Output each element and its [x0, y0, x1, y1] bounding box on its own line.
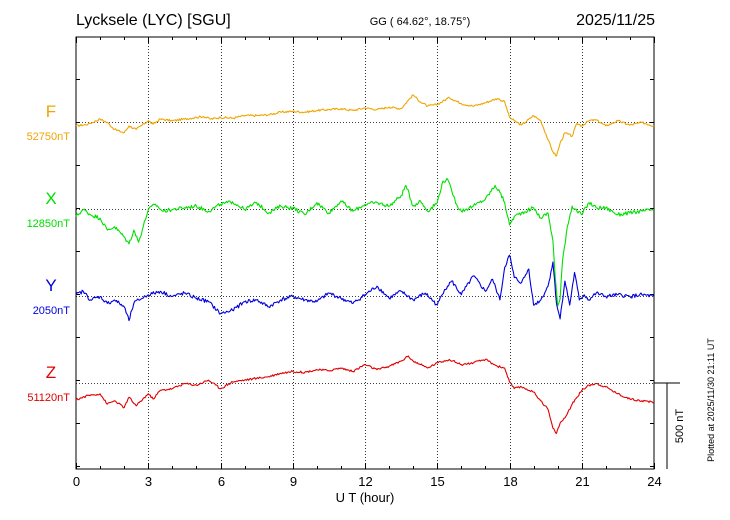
x-tick-label-18: 18: [503, 474, 517, 489]
date-label: 2025/11/25: [576, 12, 655, 29]
series-name-X: X: [45, 189, 56, 208]
series-labels: F 52750nT X 12850nT Y 2050nT Z 51120nT: [27, 102, 71, 404]
x-tick-label-21: 21: [575, 474, 589, 489]
series-name-F: F: [46, 102, 56, 121]
baselines: [76, 122, 654, 384]
series-baseline-F: 52750nT: [27, 131, 71, 143]
series-baseline-X: 12850nT: [27, 218, 71, 230]
x-tick-label-15: 15: [430, 474, 444, 489]
scale-bar-label: 500 nT: [674, 409, 686, 444]
series-baseline-Z: 51120nT: [27, 392, 70, 404]
scale-bar: 500 nT: [654, 382, 686, 469]
plot-frame: [75, 36, 655, 470]
x-tick-labels: 0 3 6 9 12 15 18 21 24: [73, 474, 662, 489]
series-name-Y: Y: [45, 276, 56, 295]
series-name-Z: Z: [46, 363, 56, 382]
x-tick-label-3: 3: [145, 474, 152, 489]
axis-ticks: [76, 37, 655, 469]
station-title: Lycksele (LYC) [SGU]: [76, 12, 231, 29]
series-line-F: [75, 94, 655, 157]
x-tick-label-9: 9: [290, 474, 297, 489]
x-tick-label-24: 24: [647, 474, 661, 489]
x-tick-label-6: 6: [218, 474, 225, 489]
series-lines: [75, 94, 655, 434]
x-tick-label-12: 12: [358, 474, 372, 489]
series-line-X: [75, 177, 655, 307]
plotted-timestamp: Plotted at 2025/11/30 21:11 UT: [706, 338, 716, 462]
series-baseline-Y: 2050nT: [33, 305, 71, 317]
geographic-coordinates: GG ( 64.62°, 18.75°): [370, 16, 471, 28]
series-line-Y: [75, 254, 655, 322]
series-line-Z: [75, 355, 655, 434]
x-tick-label-0: 0: [73, 474, 80, 489]
x-axis-label: U T (hour): [336, 490, 395, 505]
time-gridlines: [148, 37, 583, 469]
